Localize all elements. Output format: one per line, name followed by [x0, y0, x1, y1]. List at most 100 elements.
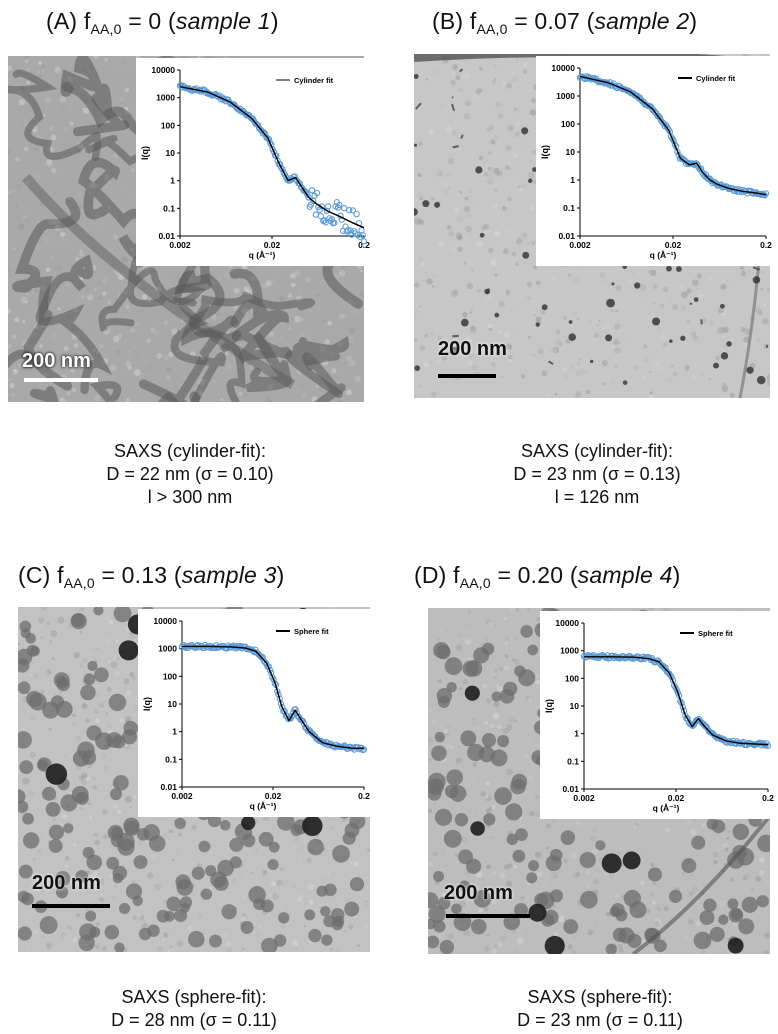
axis-lines	[579, 68, 766, 237]
y-tick-label: 10000	[151, 65, 175, 75]
panel-a-sample: sample 1	[175, 8, 271, 34]
caption-b-line-2: D = 23 nm (σ = 0.13)	[513, 464, 681, 484]
y-axis-label: I(q)	[140, 146, 150, 160]
y-tick-label: 0.01	[158, 231, 175, 241]
scale-bar	[24, 378, 98, 382]
y-tick-label: 100	[565, 673, 579, 683]
axis-lines	[583, 623, 768, 790]
data-point	[208, 644, 215, 652]
data-point	[673, 686, 680, 694]
y-tick-label: 10000	[555, 618, 579, 628]
data-point	[764, 742, 772, 749]
x-axis-label: q (Å⁻¹)	[653, 803, 680, 813]
data-points	[576, 73, 770, 199]
fit-line	[579, 75, 767, 196]
x-tick-label: 0.002	[569, 240, 591, 250]
data-point	[684, 715, 691, 722]
panel-c-label: (C) f	[18, 562, 64, 588]
data-point	[278, 164, 285, 172]
data-point	[296, 180, 303, 187]
y-tick-label: 0.01	[558, 231, 575, 241]
data-point	[662, 664, 669, 671]
y-tick-label: 1	[574, 729, 579, 739]
saxs-chart: 10000 1000 100 10 1 0.1 0.010.002 0.02 0.2 q (Å⁻¹…	[142, 616, 370, 811]
panel-b-value: = 0.07 (	[507, 8, 595, 34]
data-point	[308, 187, 316, 194]
panel-b-label: (B) f	[432, 8, 477, 34]
y-tick-label: 10000	[153, 616, 177, 626]
caption-b-line-1: SAXS (cylinder-fit):	[520, 441, 674, 461]
data-point	[313, 189, 321, 197]
caption-a-line-2: D = 22 nm (σ = 0.10)	[106, 464, 274, 484]
panel-d-sample: sample 4	[577, 562, 673, 588]
y-tick-label: 0.01	[562, 784, 579, 794]
legend-label: Sphere fit	[294, 627, 329, 636]
x-tick-label: 0.2	[358, 791, 370, 801]
caption-d: SAXS (sphere-fit): D = 23 nm (σ = 0.11)	[450, 986, 750, 1032]
x-tick-label: 0.2	[760, 240, 772, 250]
panel-b-title: (B) fAA,0 = 0.07 (sample 2)	[432, 8, 698, 37]
y-tick-label: 1000	[556, 91, 575, 101]
y-tick-label: 1000	[156, 93, 175, 103]
y-axis-label: I(q)	[544, 699, 554, 713]
panel-c-value: = 0.13 (	[94, 562, 182, 588]
fit-line	[182, 645, 364, 750]
caption-c-line-2: D = 28 nm (σ = 0.11)	[111, 1010, 277, 1030]
saxs-chart: 10000 1000 100 10 1 0.1 0.010.002 0.02 0.2 q (Å⁻¹…	[544, 618, 774, 813]
data-points	[580, 652, 772, 749]
panel-a-title: (A) fAA,0 = 0 (sample 1)	[46, 8, 279, 37]
data-point	[762, 190, 770, 197]
caption-b-line-3: l = 126 nm	[554, 487, 640, 507]
y-tick-label: 1000	[560, 646, 579, 656]
panel-d-title: (D) fAA,0 = 0.20 (sample 4)	[414, 562, 681, 591]
panel-d-value: = 0.20 (	[490, 562, 578, 588]
caption-c: SAXS (sphere-fit): D = 28 nm (σ = 0.11)	[44, 986, 344, 1032]
data-point	[358, 227, 365, 234]
y-tick-label: 0.01	[160, 782, 177, 792]
x-tick-label: 0.002	[171, 791, 193, 801]
data-point	[349, 207, 357, 214]
data-point	[360, 238, 368, 245]
caption-a-line-1: SAXS (cylinder-fit):	[113, 441, 267, 461]
y-tick-label: 1	[570, 175, 575, 185]
y-tick-label: 100	[561, 119, 575, 129]
scale-bar-label: 200 nm	[22, 350, 91, 372]
x-tick-label: 0.002	[573, 793, 595, 803]
y-tick-label: 1	[170, 176, 175, 186]
y-tick-label: 10	[566, 147, 576, 157]
data-point	[343, 228, 350, 235]
data-point	[270, 676, 277, 683]
data-point	[264, 135, 271, 142]
x-tick-label: 0.2	[762, 793, 774, 803]
y-axis-label: I(q)	[540, 145, 550, 159]
y-tick-label: 100	[163, 671, 177, 681]
panel-b-sample: sample 2	[594, 8, 690, 34]
panel-c-title: (C) fAA,0 = 0.13 (sample 3)	[18, 562, 285, 591]
scale-bar-label: 200 nm	[32, 872, 101, 894]
panel-b-close: )	[689, 8, 698, 34]
caption-c-line-1: SAXS (sphere-fit):	[121, 987, 267, 1007]
y-tick-label: 100	[161, 120, 175, 130]
data-point	[655, 112, 662, 120]
y-tick-label: 0.1	[563, 203, 575, 213]
x-tick-label: 0.2	[358, 240, 370, 250]
data-point	[304, 191, 311, 198]
caption-a-line-3: l > 300 nm	[147, 487, 233, 507]
y-tick-label: 0.1	[165, 754, 177, 764]
data-point	[360, 746, 368, 753]
x-tick-label: 0.02	[668, 793, 685, 803]
saxs-chart: 10000 1000 100 10 1 0.1 0.010.002 0.02 0.2 q (Å⁻¹…	[140, 65, 370, 260]
data-point	[656, 114, 664, 121]
scale-bar	[438, 374, 496, 378]
panel-d-label: (D) f	[414, 562, 460, 588]
panel-b-subscript: AA,0	[476, 21, 508, 37]
x-axis-label: q (Å⁻¹)	[249, 250, 276, 260]
scale-bar-label: 200 nm	[438, 338, 507, 360]
y-axis-label: I(q)	[142, 697, 152, 711]
saxs-inset-d: 10000 1000 100 10 1 0.1 0.01 0.002 0.02 0.2 q (Å⁻¹…	[540, 611, 776, 819]
data-point	[331, 219, 338, 226]
data-point	[299, 717, 307, 725]
panel-a-value: = 0 (	[121, 8, 176, 34]
scale-bar	[32, 904, 110, 908]
y-tick-label: 1000	[158, 644, 177, 654]
